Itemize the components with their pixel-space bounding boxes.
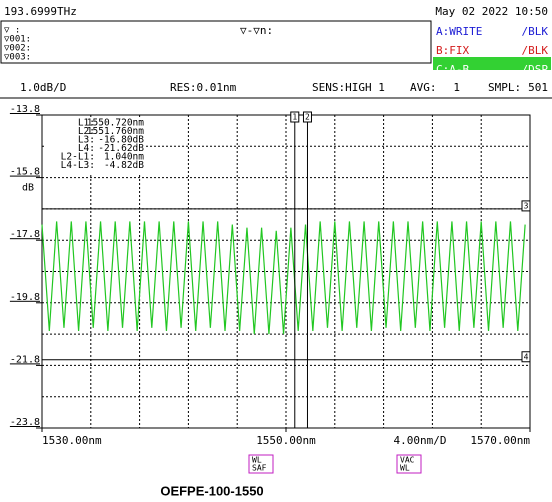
marker-tag xyxy=(302,111,312,123)
trace-name: A:WRITE xyxy=(436,25,482,38)
caption: OEFPE-100-1550 xyxy=(160,483,263,498)
marker-row: ▽001: xyxy=(4,35,31,45)
marker-table-value: 1.040nm xyxy=(104,152,144,163)
trace-mode: /DSP xyxy=(522,63,549,76)
marker-label: 2 xyxy=(305,113,310,122)
soft-button-label: WL xyxy=(400,464,410,473)
marker-table-bg xyxy=(46,117,146,173)
marker-table-key: L3: xyxy=(78,135,95,146)
soft-button-label: VAC xyxy=(400,456,415,465)
setting: 501 xyxy=(528,81,548,94)
x-tick-label: 1550.00nm xyxy=(256,434,316,447)
y-unit: dB xyxy=(22,183,34,194)
soft-button-label: WL xyxy=(252,456,262,465)
setting: 1 xyxy=(453,81,460,94)
y-tick-label: -23.8 xyxy=(10,417,40,428)
y-tick-label: -13.8 xyxy=(10,104,40,115)
y-tick-label: -15.8 xyxy=(10,167,40,178)
marker-table-key: L4: xyxy=(78,143,95,154)
marker-tag xyxy=(521,200,531,212)
frequency: 193.6999THz xyxy=(4,5,77,18)
marker-table-value: -16.80dB xyxy=(98,135,144,146)
marker-table-key: L2: xyxy=(78,126,95,137)
soft-button-label: SAF xyxy=(252,464,267,473)
y-tick-label: -17.8 xyxy=(10,229,40,240)
x-tick-label: 1570.00nm xyxy=(470,434,530,447)
marker-table-value: 1550.720nm xyxy=(87,118,144,129)
marker-table-key: L4-L3: xyxy=(61,160,95,171)
datetime: May 02 2022 10:50 xyxy=(435,5,548,18)
marker-table-value: 1551.760nm xyxy=(87,126,144,137)
setting: SENS:HIGH 1 xyxy=(312,81,385,94)
soft-button xyxy=(396,454,422,474)
marker-table-value: -4.82dB xyxy=(104,160,144,171)
trace xyxy=(41,221,526,335)
setting: AVG: xyxy=(410,81,437,94)
x-tick-label: 1530.00nm xyxy=(42,434,102,447)
trace-highlight xyxy=(433,57,551,70)
trace-mode: /BLK xyxy=(522,25,549,38)
marker-label: 4 xyxy=(524,352,529,361)
marker-tag xyxy=(290,111,300,123)
setting: SMPL: xyxy=(488,81,521,94)
trace-mode: /BLK xyxy=(522,44,549,57)
delta-label: ▽-▽n: xyxy=(240,24,273,37)
setting: 1.0dB/D xyxy=(20,81,66,94)
marker-table-value: -21.62dB xyxy=(98,143,144,154)
soft-button xyxy=(248,454,274,474)
marker-row: ▽ : xyxy=(4,26,20,36)
marker-label: 3 xyxy=(524,201,529,210)
marker-row: ▽003: xyxy=(4,53,31,63)
marker-row: ▽002: xyxy=(4,44,31,54)
marker-tag xyxy=(521,351,531,363)
setting: RES:0.01nm xyxy=(170,81,237,94)
y-tick-label: -19.8 xyxy=(10,292,40,303)
trace-name: C:A-B xyxy=(436,63,469,76)
y-tick-label: -21.8 xyxy=(10,354,40,365)
x-scale: 4.00nm/D xyxy=(394,434,447,447)
marker-table-key: L2-L1: xyxy=(61,152,95,163)
marker-label: 1 xyxy=(292,113,297,122)
marker-table-key: L1: xyxy=(78,118,95,129)
trace-name: B:FIX xyxy=(436,44,469,57)
marker-box xyxy=(0,20,432,64)
